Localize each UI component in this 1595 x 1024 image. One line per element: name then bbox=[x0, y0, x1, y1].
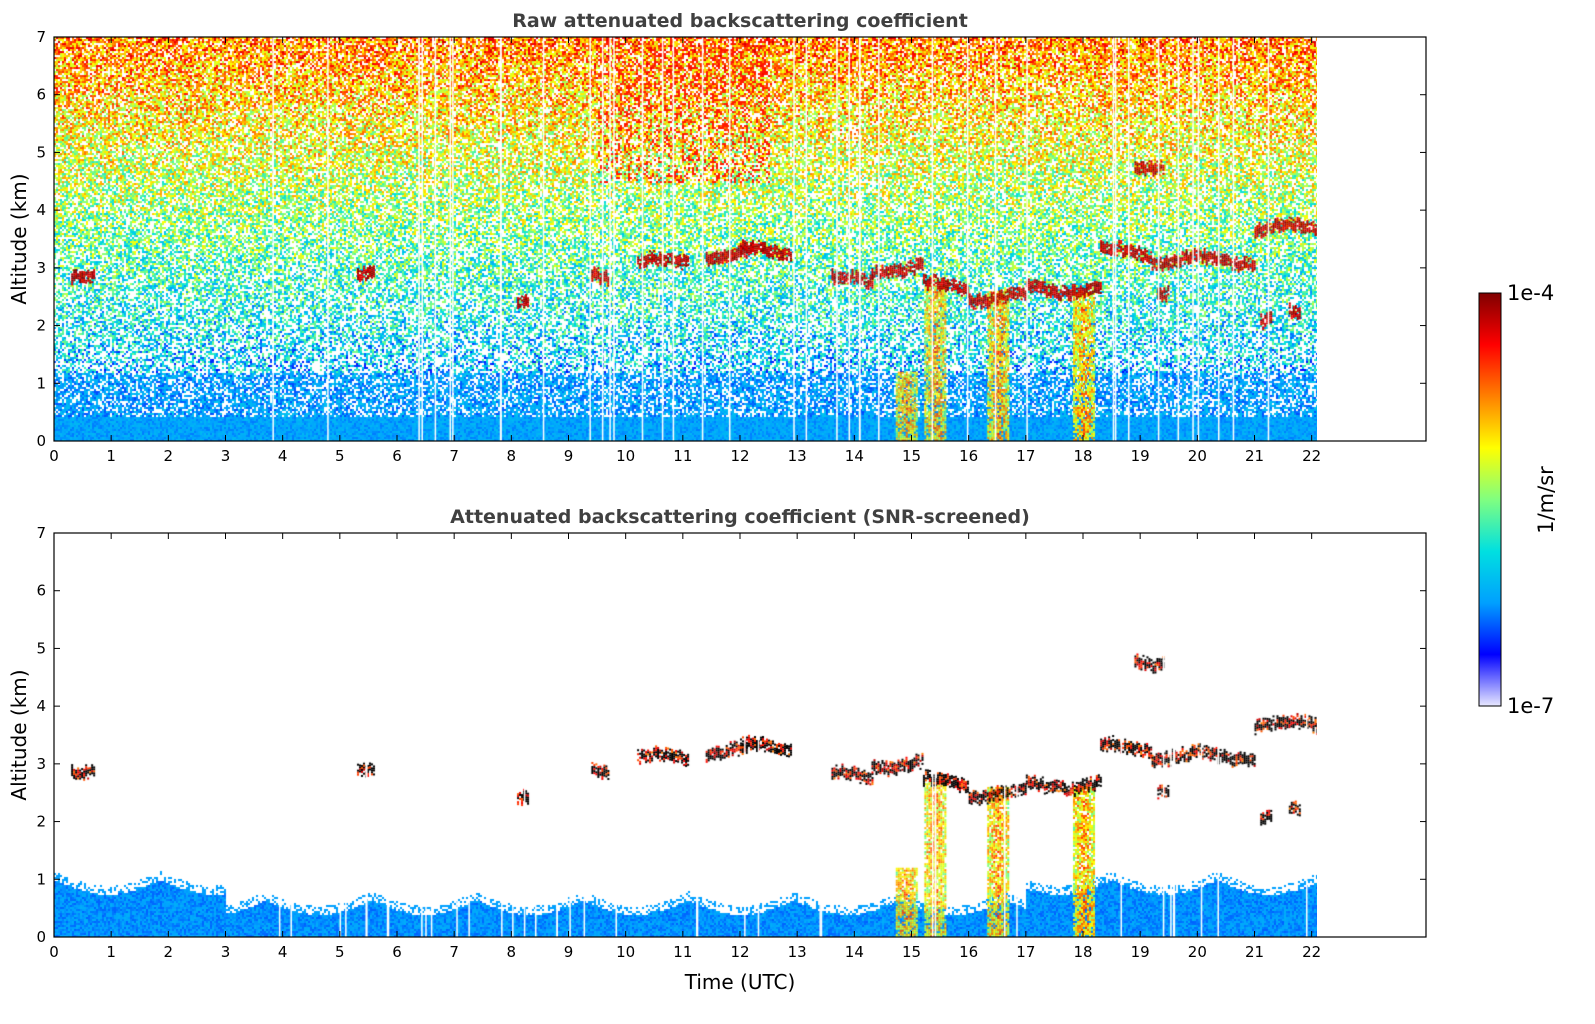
colorbar-unit-label: 1/m/sr bbox=[1534, 466, 1558, 534]
x-tick-label: 21 bbox=[1245, 943, 1264, 961]
y-tick-label: 0 bbox=[36, 928, 46, 946]
y-tick-label: 6 bbox=[36, 86, 46, 104]
x-tick-label: 4 bbox=[278, 447, 288, 465]
y-tick-label: 7 bbox=[36, 28, 46, 46]
x-tick-label: 6 bbox=[392, 943, 402, 961]
x-tick-label: 3 bbox=[221, 943, 231, 961]
heatmap-raster bbox=[54, 37, 1317, 441]
x-tick-label: 19 bbox=[1131, 447, 1150, 465]
x-tick-label: 18 bbox=[1073, 447, 1092, 465]
x-tick-label: 15 bbox=[902, 943, 921, 961]
x-tick-label: 21 bbox=[1245, 447, 1264, 465]
x-tick-label: 5 bbox=[335, 447, 345, 465]
y-tick-label: 1 bbox=[36, 870, 46, 888]
panel-screened-title: Attenuated backscattering coefficient (S… bbox=[450, 506, 1030, 528]
x-tick-label: 3 bbox=[221, 447, 231, 465]
y-tick-label: 5 bbox=[36, 639, 46, 657]
y-tick-label: 2 bbox=[36, 813, 46, 831]
x-tick-label: 1 bbox=[106, 943, 116, 961]
x-tick-label: 13 bbox=[788, 447, 807, 465]
x-tick-label: 4 bbox=[278, 943, 288, 961]
x-tick-label: 10 bbox=[616, 943, 635, 961]
colorbar-min-label: 1e-7 bbox=[1507, 694, 1554, 718]
y-tick-label: 5 bbox=[36, 143, 46, 161]
x-tick-label: 8 bbox=[507, 447, 517, 465]
x-tick-label: 13 bbox=[788, 943, 807, 961]
panel-raw-axes: 0 1 2 3 4 5 6 7 8 9 10 11 12 13 14 15 16 17 18 19 20 21 220123… bbox=[36, 28, 1426, 465]
y-tick-label: 4 bbox=[36, 697, 46, 715]
panel-screened-ylabel: Altitude (km) bbox=[7, 669, 31, 800]
panel-raw-ylabel: Altitude (km) bbox=[7, 173, 31, 304]
heatmap-raster bbox=[54, 533, 1317, 937]
x-tick-label: 17 bbox=[1016, 943, 1035, 961]
x-tick-label: 2 bbox=[164, 943, 174, 961]
y-tick-label: 3 bbox=[36, 755, 46, 773]
x-tick-label: 10 bbox=[616, 447, 635, 465]
x-tick-label: 18 bbox=[1073, 943, 1092, 961]
x-tick-label: 20 bbox=[1188, 943, 1207, 961]
x-tick-label: 6 bbox=[392, 447, 402, 465]
x-tick-label: 12 bbox=[730, 943, 749, 961]
x-tick-label: 14 bbox=[845, 447, 864, 465]
x-tick-label: 9 bbox=[564, 943, 574, 961]
x-tick-label: 9 bbox=[564, 447, 574, 465]
x-tick-label: 12 bbox=[730, 447, 749, 465]
colorbar: 1e-4 1e-7 1/m/sr bbox=[1478, 281, 1558, 718]
x-tick-label: 16 bbox=[959, 447, 978, 465]
colorbar-scale bbox=[1478, 292, 1502, 707]
y-tick-label: 0 bbox=[36, 432, 46, 450]
x-tick-label: 7 bbox=[449, 447, 459, 465]
panel-raw-title: Raw attenuated backscattering coefficien… bbox=[512, 10, 968, 32]
x-tick-label: 19 bbox=[1131, 943, 1150, 961]
y-tick-label: 2 bbox=[36, 317, 46, 335]
panel-raw: Raw attenuated backscattering coefficien… bbox=[7, 10, 1427, 465]
x-tick-label: 8 bbox=[507, 943, 517, 961]
x-tick-label: 7 bbox=[449, 943, 459, 961]
panel-screened: Attenuated backscattering coefficient (S… bbox=[7, 506, 1427, 994]
x-tick-label: 22 bbox=[1302, 943, 1321, 961]
panel-screened-xlabel: Time (UTC) bbox=[684, 970, 796, 994]
x-tick-label: 2 bbox=[164, 447, 174, 465]
x-tick-label: 16 bbox=[959, 943, 978, 961]
y-tick-label: 7 bbox=[36, 524, 46, 542]
colorbar-max-label: 1e-4 bbox=[1507, 281, 1554, 305]
y-tick-label: 1 bbox=[36, 374, 46, 392]
x-tick-label: 15 bbox=[902, 447, 921, 465]
x-tick-label: 0 bbox=[49, 943, 59, 961]
y-tick-label: 6 bbox=[36, 582, 46, 600]
x-tick-label: 1 bbox=[106, 447, 116, 465]
y-tick-label: 3 bbox=[36, 259, 46, 277]
x-tick-label: 0 bbox=[49, 447, 59, 465]
y-tick-label: 4 bbox=[36, 201, 46, 219]
x-tick-label: 22 bbox=[1302, 447, 1321, 465]
x-tick-label: 11 bbox=[673, 447, 692, 465]
panel-screened-heatmap bbox=[54, 533, 1317, 937]
panel-screened-axes: 0 1 2 3 4 5 6 7 8 9 10 11 12 13 14 15 16 17 18 19 20 21 220123… bbox=[36, 524, 1426, 961]
x-tick-label: 11 bbox=[673, 943, 692, 961]
x-tick-label: 17 bbox=[1016, 447, 1035, 465]
x-tick-label: 14 bbox=[845, 943, 864, 961]
x-tick-label: 5 bbox=[335, 943, 345, 961]
panel-raw-heatmap bbox=[54, 37, 1317, 441]
x-tick-label: 20 bbox=[1188, 447, 1207, 465]
